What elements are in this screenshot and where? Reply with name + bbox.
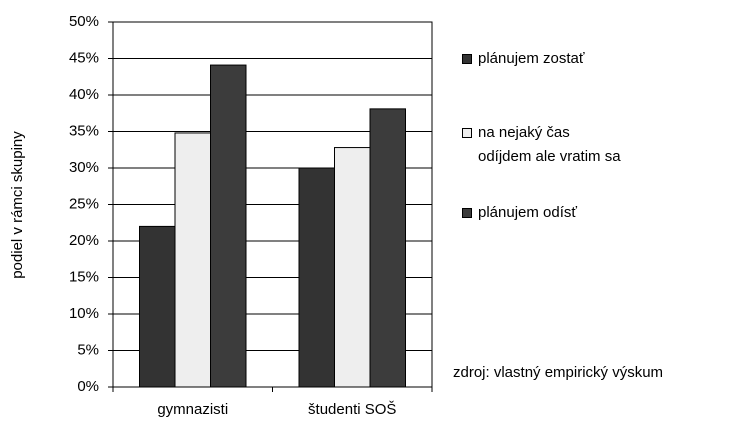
y-tick-label: 25% (69, 195, 99, 212)
legend-swatch (462, 128, 472, 138)
bar (174, 132, 211, 388)
y-tick-label: 15% (69, 268, 99, 285)
bar (139, 225, 176, 388)
bar (334, 147, 371, 388)
y-tick-label: 50% (69, 13, 99, 30)
x-tick-label: gymnazisti (157, 401, 228, 418)
legend-swatch (462, 208, 472, 218)
y-tick-label: 5% (77, 341, 99, 358)
y-tick-label: 35% (69, 122, 99, 139)
y-axis-label: podiel v rámci skupiny (9, 131, 26, 279)
annotation: zdroj: vlastný empirický výskum (453, 364, 663, 381)
legend-label: plánujem zostať (478, 50, 585, 67)
x-tick-label: študenti SOŠ (308, 401, 396, 418)
legend-label: na nejaký čas odíjdem ale vratim sa (478, 124, 621, 165)
bar (210, 64, 247, 388)
y-tick-label: 45% (69, 49, 99, 66)
y-tick-label: 0% (77, 378, 99, 395)
legend-label: plánujem odísť (478, 204, 578, 221)
bar (298, 167, 335, 388)
y-tick-label: 40% (69, 86, 99, 103)
bar (369, 108, 406, 388)
y-tick-label: 10% (69, 305, 99, 322)
y-tick-label: 20% (69, 232, 99, 249)
legend-swatch (462, 54, 472, 64)
y-tick-label: 30% (69, 159, 99, 176)
